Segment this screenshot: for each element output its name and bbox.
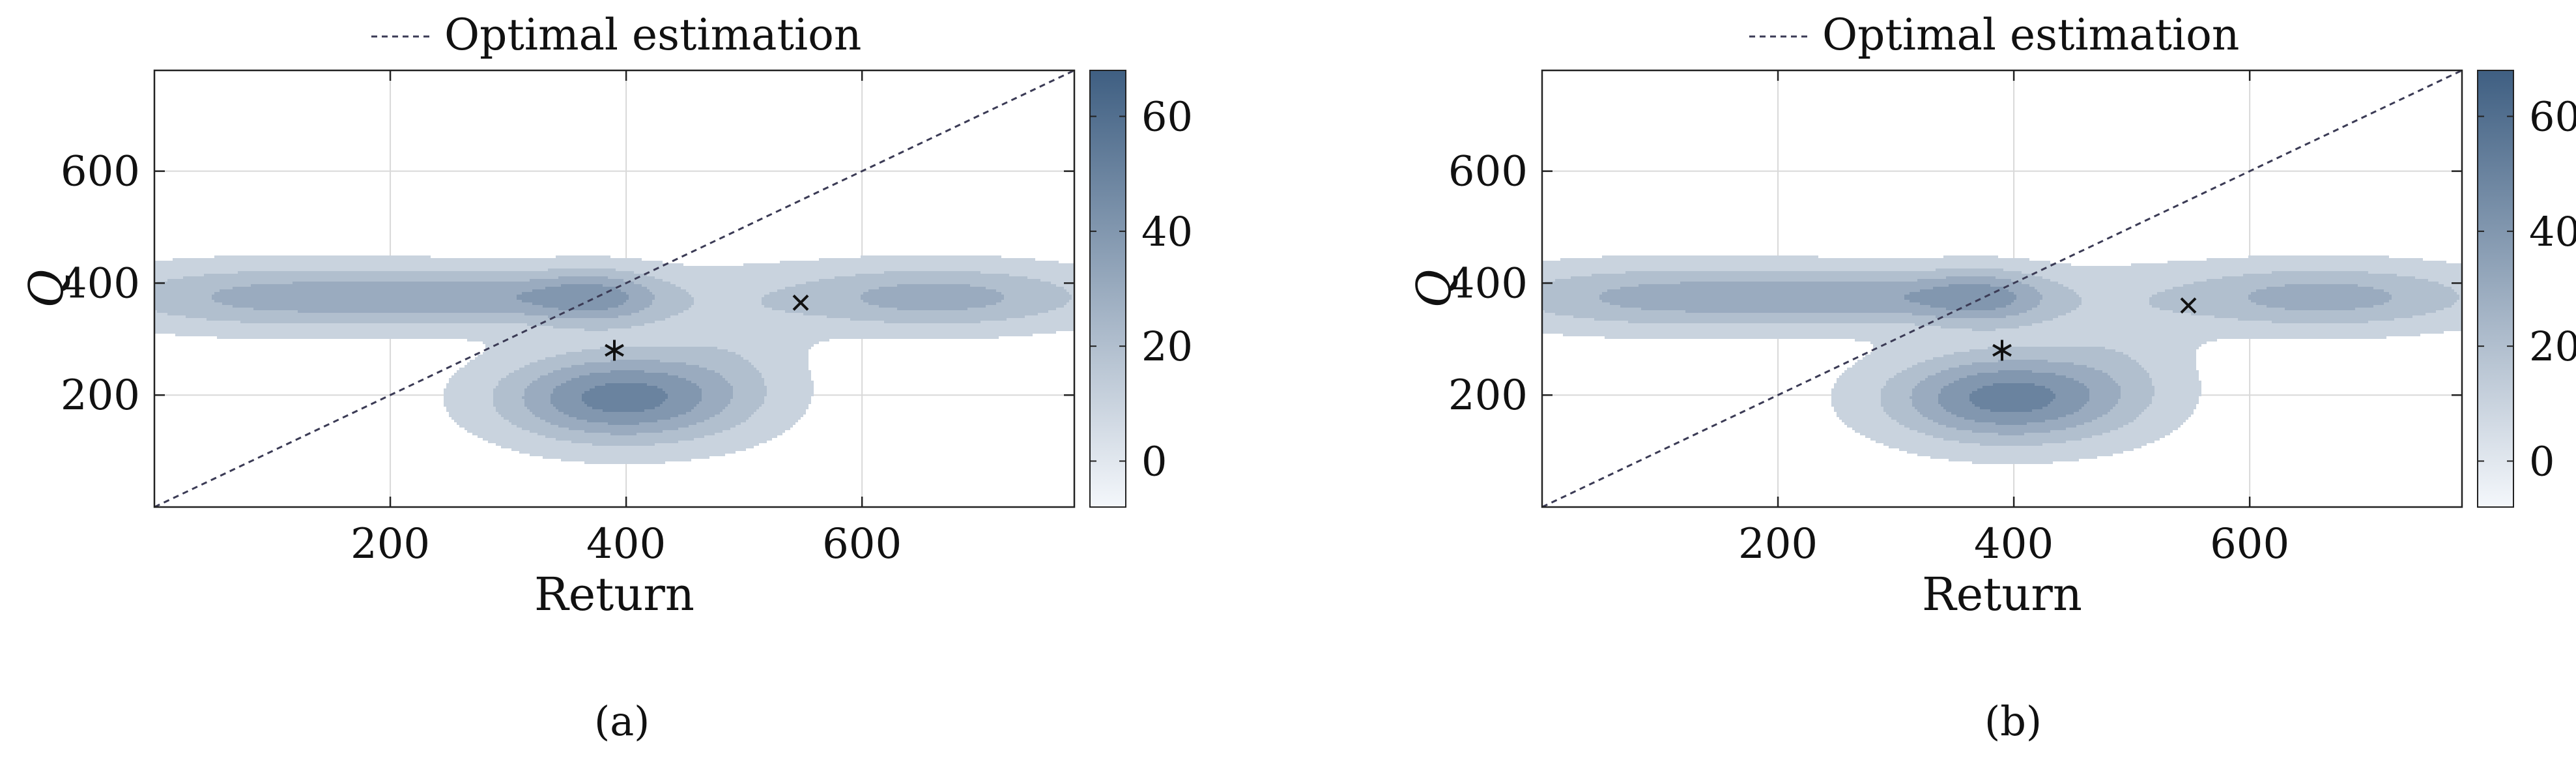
caption-b: (b): [1984, 697, 2042, 745]
x-tick-label: 600: [822, 520, 902, 568]
x-tick-label: 400: [586, 520, 666, 568]
marker-asterisk: [1992, 340, 2012, 361]
legend-label-optimal-estimation: Optimal estimation: [444, 10, 861, 60]
plot-frame: [153, 69, 1076, 508]
colorbar-tick-label: 40: [2529, 208, 2576, 255]
legend: Optimal estimation: [1749, 10, 2239, 60]
colorbar-tick-label: 0: [2529, 437, 2555, 485]
caption-a: (a): [594, 697, 650, 745]
y-tick-label: 400: [61, 259, 140, 308]
colorbar-scale: [2477, 70, 2514, 508]
marker-cross: [792, 295, 809, 311]
y-axis-label: Q: [1407, 269, 1461, 308]
y-tick-label: 600: [1448, 148, 1528, 196]
chart-panel-b: Optimal estimation 200 400 600 200 400 600 Retu…: [1388, 0, 2576, 771]
colorbar-tick-label: 0: [1141, 437, 1167, 485]
colorbar: 0 20 40 60: [2477, 70, 2576, 508]
y-tick-label: 200: [1448, 371, 1528, 420]
chart-panel-a: Optimal estimation 200 400 600 200 400 600 Retu…: [19, 10, 1193, 745]
marker-asterisk: [605, 340, 624, 361]
x-tick-label: 200: [1738, 520, 1818, 568]
y-tick-label: 400: [1448, 259, 1528, 308]
y-tick-label: 600: [61, 148, 140, 196]
colorbar-tick-label: 60: [1141, 93, 1193, 141]
x-tick-label: 200: [351, 520, 430, 568]
y-axis-label: Q: [19, 269, 74, 308]
marker-cross: [2180, 297, 2197, 314]
legend: Optimal estimation: [371, 10, 861, 60]
optimal-estimation-line: [154, 70, 1074, 507]
plot-frame: [1541, 69, 2463, 508]
x-axis-label: Return: [1922, 568, 2082, 621]
colorbar-tick-label: 60: [2529, 93, 2576, 141]
colorbar-tick-label: 20: [2529, 323, 2576, 370]
contour-level-45: [582, 383, 668, 412]
colorbar-scale: [1089, 70, 1126, 508]
y-tick-label: 200: [61, 371, 140, 420]
x-axis-label: Return: [534, 568, 694, 621]
x-tick-label: 400: [1974, 520, 2054, 568]
axis-ticks: 200 400 600 200 400 600: [61, 70, 1074, 568]
axis-ticks: 200 400 600 200 400 600: [1448, 70, 2462, 568]
optimal-estimation-line: [1542, 70, 2462, 507]
colorbar-tick-label: 40: [1141, 208, 1193, 255]
contour-level-45: [1969, 383, 2055, 412]
colorbar: 0 20 40 60: [1089, 70, 1193, 508]
colorbar-tick-label: 20: [1141, 323, 1193, 370]
x-tick-label: 600: [2210, 520, 2289, 568]
legend-label-optimal-estimation: Optimal estimation: [1822, 10, 2239, 60]
